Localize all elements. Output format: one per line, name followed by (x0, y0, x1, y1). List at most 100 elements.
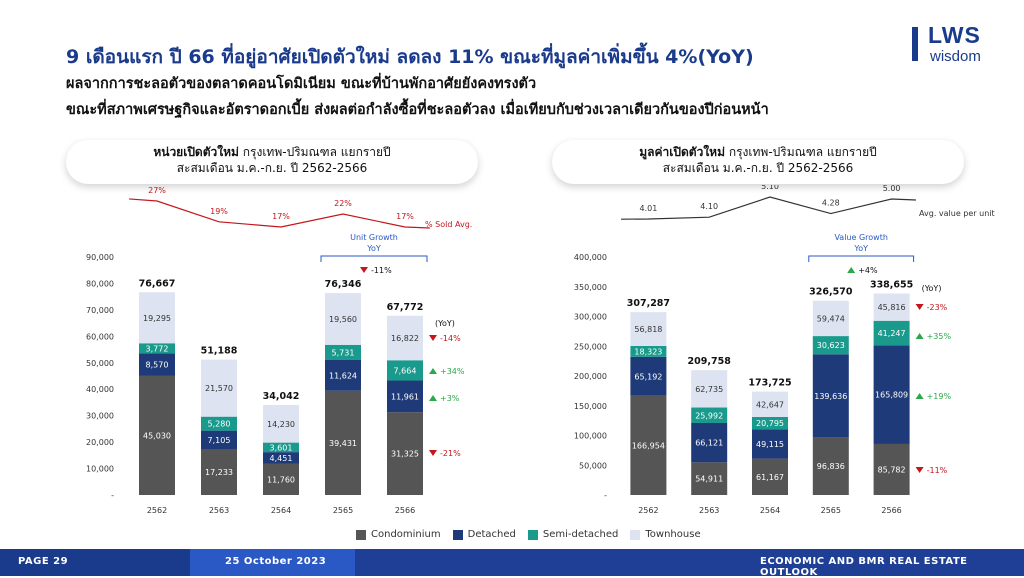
bar-segment-semi-detached (873, 320, 910, 346)
bar-segment-townhouse (812, 300, 849, 337)
chart-legend: Condominium Detached Semi-detached Townh… (356, 529, 701, 540)
growth-box-value: -11% (371, 266, 392, 275)
bar-value-label: 11,760 (267, 475, 295, 484)
y-tick-label: 30,000 (86, 412, 114, 421)
bar-value-label: 4,451 (270, 454, 293, 463)
bar-value-label: 42,647 (756, 400, 784, 409)
bar-value-label: 49,115 (756, 440, 784, 449)
bar-segment-condominium (630, 395, 667, 495)
yoy-label: +19% (927, 392, 952, 401)
bar-segment-townhouse (201, 359, 237, 417)
y-tick-label: 60,000 (86, 332, 114, 341)
bar-total-label: 209,758 (688, 356, 732, 367)
bar-segment-semi-detached (752, 417, 788, 430)
bar-segment-detached (325, 359, 361, 391)
legend-swatch-condominium (356, 529, 366, 540)
top-line-label: 4.01 (639, 204, 657, 213)
bar-value-label: 54,911 (695, 475, 723, 484)
bar-total-label: 76,346 (325, 279, 362, 290)
bar-segment-condominium (873, 443, 910, 495)
top-line-series (129, 198, 430, 229)
yoy-arrow-up (429, 395, 437, 401)
bar-value-label: 166,954 (632, 441, 665, 450)
bar-segment-semi-detached (387, 360, 423, 381)
bar-segment-townhouse (752, 391, 788, 418)
left-chart-header: หน่วยเปิดตัวใหม่ กรุงเทพ-ปริมณฑล แยกรายป… (66, 144, 478, 176)
right-chart-header-pill (552, 140, 964, 184)
footer-bar: PAGE 29 25 October 2023 ECONOMIC AND BMR… (0, 549, 1024, 578)
bar-segment-semi-detached (325, 344, 361, 360)
footer-date-block (190, 549, 355, 576)
bar-total-label: 338,655 (870, 280, 913, 291)
y-tick-label: 400,000 (574, 253, 607, 262)
logo-sub-text: wisdom (930, 48, 981, 65)
growth-bracket (320, 255, 428, 262)
logo-bar (912, 27, 918, 61)
bar-value-label: 30,623 (817, 341, 845, 350)
yoy-arrow-down (915, 467, 924, 473)
bar-value-label: 3,772 (146, 344, 169, 353)
bar-value-label: 5,731 (332, 348, 355, 357)
growth-arrow-down (360, 267, 368, 273)
yoy-arrow-down (429, 335, 437, 341)
yoy-label: +35% (927, 332, 952, 341)
bar-segment-townhouse (630, 312, 667, 346)
bar-total-label: 76,667 (139, 278, 176, 289)
bar-value-label: 17,233 (205, 468, 233, 477)
subtitle-line-2: ขณะที่สภาพเศรษฐกิจและอัตราดอกเบี้ย ส่งผล… (66, 102, 769, 118)
bar-segment-townhouse (139, 292, 175, 344)
right-chart-header: มูลค่าเปิดตัวใหม่ กรุงเทพ-ปริมณฑล แยกราย… (552, 144, 964, 176)
bar-segment-semi-detached (812, 336, 849, 355)
units-chart: - 10,000 20,000 30,000 40,000 50,000 60,000 70,… (86, 186, 472, 515)
x-tick-label: 2565 (333, 506, 353, 515)
bar-value-label: 11,624 (329, 371, 357, 380)
top-line-label: 27% (148, 186, 166, 195)
subtitle-line-1: ผลจากการชะลอตัวของตลาดคอนโดมิเนียม ขณะที… (66, 76, 537, 92)
bar-total-label: 307,287 (627, 298, 670, 309)
top-line-label: 4.10 (700, 202, 718, 211)
growth-arrow-up (847, 267, 856, 273)
legend-label: Detached (467, 529, 516, 540)
bar-value-label: 25,992 (695, 411, 723, 420)
top-line-label: 4.28 (822, 199, 840, 208)
top-line-label: 19% (210, 207, 228, 216)
yoy-header: (YoY) (922, 284, 942, 293)
top-line-label: 17% (396, 212, 414, 221)
growth-box-value: +4% (858, 266, 878, 275)
top-line-series (621, 196, 916, 220)
y-tick-label: 50,000 (579, 461, 607, 470)
bar-value-label: 62,735 (695, 385, 723, 394)
y-tick-label: 10,000 (86, 465, 114, 474)
y-tick-label: - (111, 491, 114, 500)
footer-date: 25 October 2023 (225, 556, 327, 567)
left-header-rest: กรุงเทพ-ปริมณฑล แยกรายปี (238, 145, 391, 159)
value-chart: - 50,000 100,000 150,000 200,000 250,000 300,0… (574, 185, 995, 515)
legend-swatch-townhouse (630, 529, 641, 540)
bar-segment-semi-detached (630, 345, 667, 357)
x-tick-label: 2564 (271, 506, 291, 515)
yoy-label: -21% (440, 449, 461, 458)
bar-value-label: 14,230 (267, 420, 295, 429)
top-line-label: 17% (272, 212, 290, 221)
legend-item-detached: Detached (452, 529, 516, 540)
bar-segment-detached (873, 345, 910, 444)
bar-value-label: 19,295 (143, 314, 171, 323)
x-tick-label: 2563 (699, 506, 719, 515)
footer-right-block (355, 549, 1024, 576)
bar-value-label: 41,247 (878, 329, 906, 338)
yoy-label: -11% (927, 466, 948, 475)
y-tick-label: 150,000 (574, 402, 607, 411)
top-line-label: 22% (334, 199, 352, 208)
yoy-label: -23% (927, 303, 948, 312)
bar-value-label: 56,818 (634, 325, 662, 334)
y-tick-label: - (604, 491, 607, 500)
x-tick-label: 2564 (760, 506, 780, 515)
page-title: 9 เดือนแรก ปี 66 ที่อยู่อาศัยเปิดตัวใหม่… (66, 46, 754, 68)
y-tick-label: 90,000 (86, 253, 114, 262)
bar-value-label: 165,809 (875, 391, 908, 400)
x-tick-label: 2562 (147, 506, 167, 515)
legend-label: Semi-detached (542, 529, 619, 540)
bar-value-label: 39,431 (329, 439, 357, 448)
right-header-line2: สะสมเดือน ม.ค.-ก.ย. ปี 2562-2566 (662, 161, 854, 175)
top-line-label: 5.10 (761, 185, 779, 191)
